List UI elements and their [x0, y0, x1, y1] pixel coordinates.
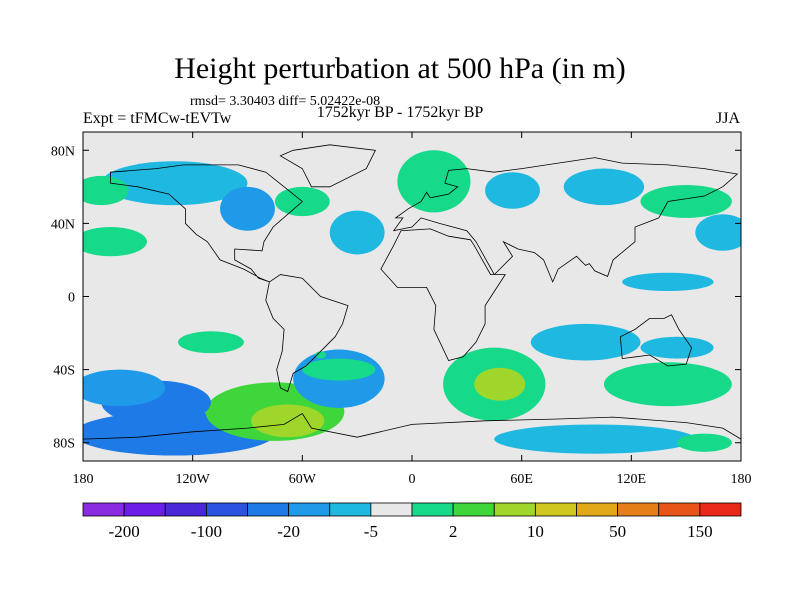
x-tick-label: 0 — [409, 472, 416, 487]
contour-region — [622, 272, 714, 292]
contour-region — [251, 404, 325, 438]
contour-region — [640, 336, 714, 359]
stats-line: rmsd= 3.30403 diff= 5.02422e-08 — [190, 94, 381, 109]
coastline — [110, 164, 303, 283]
legend-swatch — [452, 502, 495, 517]
contour-region — [329, 210, 385, 255]
y-tick-label: 40S — [53, 364, 75, 379]
x-tick-label: 180 — [731, 472, 752, 487]
x-tick-label: 60E — [510, 472, 533, 487]
contour-region — [677, 433, 732, 452]
y-tick-label: 40N — [51, 217, 75, 232]
legend-swatch — [534, 502, 577, 517]
contour-region — [220, 186, 275, 231]
contour-region — [302, 358, 376, 381]
contour-region — [474, 367, 526, 401]
x-tick-label: 60W — [289, 472, 317, 487]
coastline — [619, 314, 693, 367]
legend-label: 150 — [687, 522, 713, 541]
legend-swatch — [617, 502, 660, 517]
contour-region — [83, 369, 166, 407]
contour-region — [315, 351, 327, 359]
legend-swatch — [576, 502, 619, 517]
legend-swatch — [205, 502, 248, 517]
contour-region — [178, 331, 244, 354]
coastline — [83, 412, 741, 461]
legend-label: 10 — [527, 522, 544, 541]
experiment-label: Expt = tFMCw-tEVTw — [83, 110, 232, 127]
coastline — [279, 144, 377, 188]
contour-region — [494, 424, 696, 454]
coastline — [392, 157, 739, 283]
legend-label: 2 — [449, 522, 458, 541]
legend-swatch — [493, 502, 536, 517]
legend-label: -20 — [277, 522, 300, 541]
y-tick-label: 80N — [51, 144, 75, 159]
legend-swatch — [247, 502, 290, 517]
chart-title: Height perturbation at 500 hPa (in m) — [174, 52, 626, 85]
legend-swatch — [370, 502, 413, 517]
contour-fill-group — [83, 150, 741, 456]
contour-region — [530, 323, 641, 361]
legend-swatch — [411, 502, 454, 517]
x-tick-label: 120E — [617, 472, 647, 487]
contour-region — [603, 362, 732, 407]
contour-region — [397, 150, 471, 213]
period-label: 1752kyr BP - 1752kyr BP — [316, 104, 484, 121]
legend-label: -200 — [109, 522, 140, 541]
y-tick-label: 0 — [68, 291, 75, 306]
legend-swatch — [699, 502, 742, 517]
coastline-group — [83, 144, 741, 461]
coastline — [265, 274, 349, 393]
contour-region — [563, 168, 645, 206]
legend-swatch — [123, 502, 166, 517]
contour-region — [695, 214, 741, 251]
contour-region — [101, 161, 248, 206]
legend-swatch — [164, 502, 207, 517]
legend-swatch — [658, 502, 701, 517]
x-tick-label: 120W — [176, 472, 211, 487]
x-tick-label: 180 — [73, 472, 94, 487]
contour-region — [485, 172, 540, 209]
legend-swatch — [82, 502, 125, 517]
y-tick-label: 80S — [53, 437, 75, 452]
legend-swatch — [288, 502, 331, 517]
contour-region — [83, 227, 147, 257]
contour-region — [83, 175, 129, 206]
legend-label: -5 — [364, 522, 378, 541]
coastline — [380, 228, 506, 361]
legend-swatch — [329, 502, 372, 517]
season-label: JJA — [715, 110, 740, 127]
legend-label: 50 — [609, 522, 626, 541]
legend-label: -100 — [191, 522, 222, 541]
